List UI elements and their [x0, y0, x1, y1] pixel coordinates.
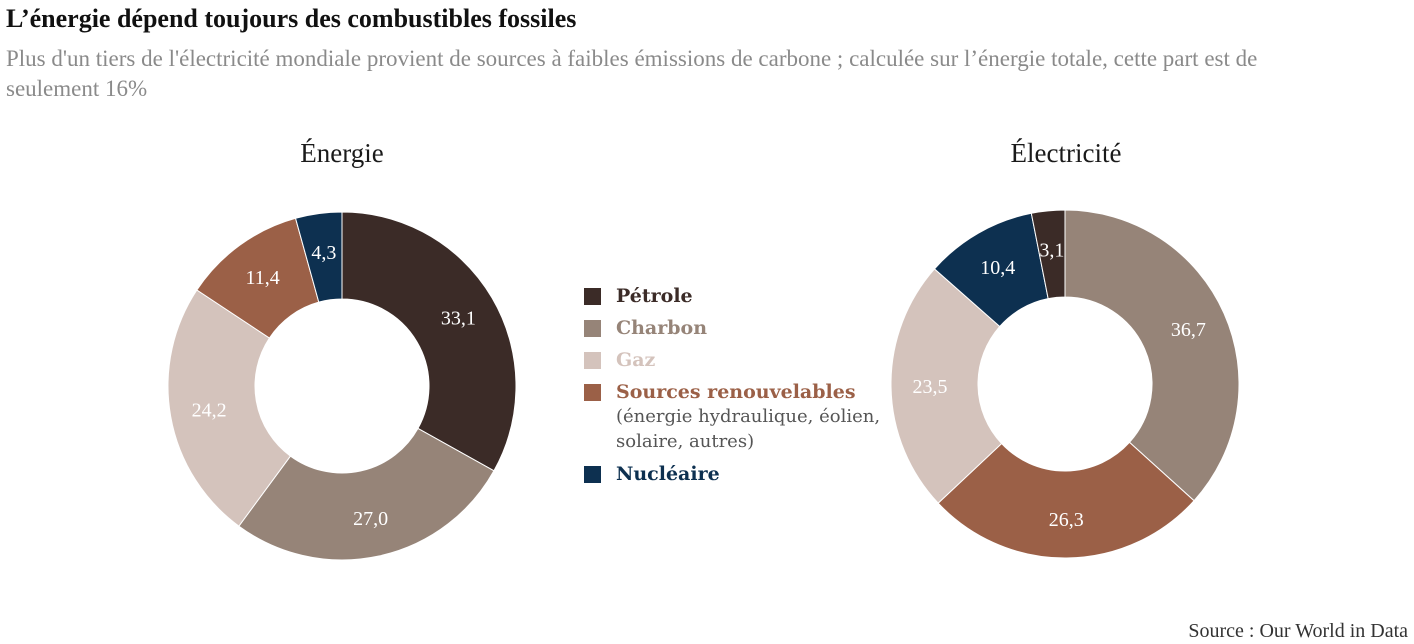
slice-label-sources-renouvelables: 11,4 — [246, 267, 280, 289]
slice-label-nucleaire: 10,4 — [980, 257, 1015, 279]
legend-swatch — [584, 320, 601, 337]
legend-item-gaz: Gaz — [584, 348, 884, 372]
slice-sources-renouvelables — [937, 441, 1195, 559]
slice-gaz — [167, 289, 292, 527]
legend-swatch — [584, 466, 601, 483]
slice-label-charbon: 36,7 — [1171, 319, 1206, 341]
slice-petrole — [1030, 209, 1066, 300]
page-title: L’énergie dépend toujours des combustibl… — [6, 4, 577, 33]
slice-label-petrole: 33,1 — [441, 308, 476, 330]
source-note: Source : Our World in Data — [1188, 620, 1408, 642]
legend-item-charbon: Charbon — [584, 316, 884, 340]
slice-charbon — [238, 427, 495, 561]
chart-title-energie: Énergie — [300, 138, 383, 168]
legend-label: Sources renouvelables — [616, 381, 856, 403]
legend-item-sources-renouvelables: Sources renouvelables (énergie hydrauliq… — [584, 380, 884, 454]
legend-item-petrole: Pétrole — [584, 284, 884, 308]
slice-label-sources-renouvelables: 26,3 — [1049, 509, 1084, 531]
donut-chart-electricite: Électricité 36,7 26,3 23,5 10,4 3,1 — [890, 138, 1240, 559]
slice-nucleaire — [294, 211, 343, 303]
legend-note: (énergie hydraulique, éolien, solaire, a… — [616, 406, 881, 452]
legend-label: Gaz — [616, 349, 656, 371]
slice-charbon — [1064, 209, 1240, 502]
slice-label-charbon: 27,0 — [353, 508, 388, 530]
legend-label: Nucléaire — [616, 463, 720, 485]
legend-label: Charbon — [616, 317, 708, 339]
slice-gaz — [890, 268, 1003, 504]
slice-label-nucleaire: 4,3 — [311, 242, 336, 264]
legend-item-nucleaire: Nucléaire — [584, 462, 884, 486]
slice-label-gaz: 24,2 — [192, 400, 227, 422]
slice-label-gaz: 23,5 — [913, 376, 948, 398]
legend: Pétrole Charbon Gaz Sources renouvelable… — [584, 284, 884, 494]
chart-title-electricite: Électricité — [1011, 138, 1122, 168]
donut-chart-energie: Énergie 33,1 27,0 24,2 11,4 4,3 — [167, 138, 517, 561]
slice-label-petrole: 3,1 — [1039, 240, 1064, 262]
legend-swatch — [584, 352, 601, 369]
slice-petrole — [341, 211, 517, 472]
legend-swatch — [584, 288, 601, 305]
legend-label: Pétrole — [616, 285, 693, 307]
legend-swatch — [584, 384, 601, 401]
page-subtitle: Plus d'un tiers de l'électricité mondial… — [6, 46, 1258, 101]
